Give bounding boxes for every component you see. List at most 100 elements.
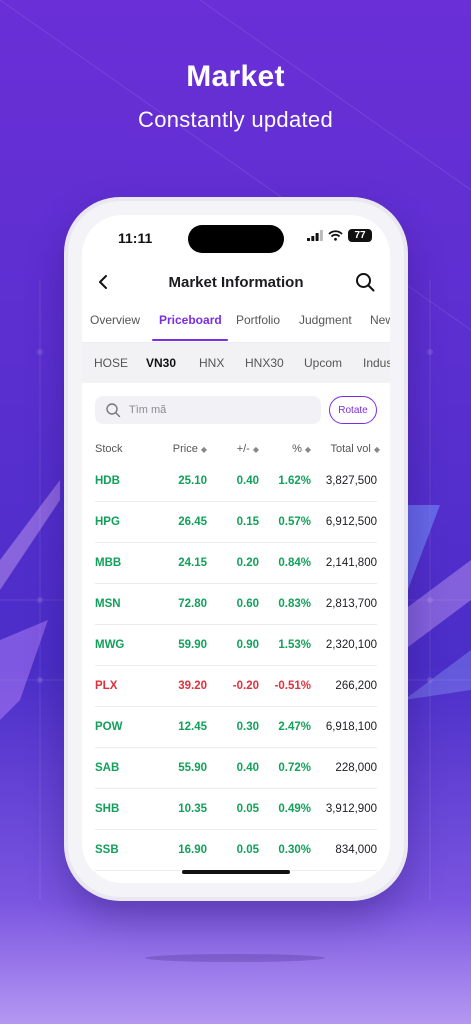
exchange-industry[interactable]: Indus	[363, 356, 390, 370]
tab-overview[interactable]: Overview	[90, 313, 141, 327]
exchange-vn30[interactable]: VN30	[146, 356, 177, 370]
home-indicator	[182, 870, 290, 874]
nav-bar: Market Information	[82, 261, 390, 305]
table-row[interactable]: POW 12.45 0.30 2.47% 6,918,100	[95, 707, 377, 748]
stock-change: 0.60	[236, 598, 259, 610]
header-price[interactable]: Price ◆	[173, 443, 207, 455]
search-icon[interactable]	[354, 271, 376, 293]
stock-change: 0.40	[236, 475, 259, 487]
table-header: Stock Price ◆ +/- ◆ % ◆ Total vol ◆	[82, 439, 390, 461]
table-row[interactable]: MBB 24.15 0.20 0.84% 2,141,800	[95, 543, 377, 584]
stock-price: 72.80	[178, 598, 207, 610]
table-row[interactable]: PLX 39.20 -0.20 -0.51% 266,200	[95, 666, 377, 707]
stock-symbol: MSN	[95, 598, 121, 610]
stock-symbol: SSB	[95, 844, 119, 856]
status-icons: 77	[307, 229, 372, 242]
stock-change: 0.20	[236, 557, 259, 569]
rotate-button[interactable]: Rotate	[329, 396, 377, 424]
stock-symbol: HDB	[95, 475, 120, 487]
stock-price: 24.15	[178, 557, 207, 569]
search-input[interactable]: Tìm mã	[95, 396, 321, 424]
phone-volume-down	[64, 448, 68, 500]
stock-symbol: HPG	[95, 516, 120, 528]
sort-icon: ◆	[373, 445, 380, 454]
stock-volume: 266,200	[335, 680, 377, 692]
phone-volume-up	[64, 382, 68, 434]
status-time: 11:11	[118, 230, 153, 246]
exchange-upcom[interactable]: Upcom	[304, 356, 343, 370]
table-row[interactable]: SSB 16.90 0.05 0.30% 834,000	[95, 830, 377, 871]
header-change[interactable]: +/- ◆	[237, 443, 259, 455]
header-percent-label: %	[292, 443, 302, 455]
stock-percent: 1.62%	[278, 475, 311, 487]
header-price-label: Price	[172, 443, 198, 455]
stock-volume: 2,813,700	[325, 598, 377, 610]
table-row[interactable]: HDB 25.10 0.40 1.62% 3,827,500	[95, 461, 377, 502]
stock-percent: 0.49%	[278, 803, 311, 815]
stock-volume: 6,912,500	[325, 516, 377, 528]
tab-news[interactable]: New	[370, 313, 390, 327]
active-tab-indicator	[152, 339, 228, 341]
stock-volume: 834,000	[335, 844, 377, 856]
tab-judgment[interactable]: Judgment	[299, 313, 352, 327]
header-stock[interactable]: Stock	[95, 443, 123, 455]
tab-priceboard[interactable]: Priceboard	[159, 313, 222, 327]
stock-volume: 6,918,100	[325, 721, 377, 733]
table-row[interactable]: HPG 26.45 0.15 0.57% 6,912,500	[95, 502, 377, 543]
stock-percent: -0.51%	[274, 680, 311, 692]
page-title: Market Information	[168, 274, 304, 291]
wifi-icon	[328, 230, 343, 241]
status-bar: 11:11 77	[82, 215, 390, 261]
exchange-hnx30[interactable]: HNX30	[245, 356, 284, 370]
tab-portfolio[interactable]: Portfolio	[236, 313, 281, 327]
stock-percent: 0.57%	[278, 516, 311, 528]
table-row[interactable]: MSN 72.80 0.60 0.83% 2,813,700	[95, 584, 377, 625]
stock-symbol: POW	[95, 721, 123, 733]
stock-percent: 0.30%	[278, 844, 311, 856]
header-change-label: +/-	[236, 443, 250, 455]
stock-symbol: MBB	[95, 557, 122, 569]
stock-change: 0.90	[236, 639, 259, 651]
chevron-left-icon[interactable]	[92, 271, 114, 293]
stock-price: 10.35	[178, 803, 207, 815]
stock-symbol: SAB	[95, 762, 120, 774]
stock-percent: 2.47%	[278, 721, 311, 733]
stock-price: 55.90	[178, 762, 207, 774]
main-tabs: Overview Priceboard Portfolio Judgment N…	[82, 305, 390, 343]
stock-symbol: MWG	[95, 639, 125, 651]
hero-subtitle: Constantly updated	[138, 107, 333, 132]
stock-volume: 228,000	[335, 762, 377, 774]
stock-change: 0.05	[236, 803, 259, 815]
stock-price: 25.10	[178, 475, 207, 487]
signal-icon	[307, 230, 323, 241]
sort-icon: ◆	[200, 445, 207, 454]
stock-volume: 2,141,800	[325, 557, 377, 569]
exchange-hnx[interactable]: HNX	[199, 356, 225, 370]
stock-symbol: SHB	[95, 803, 120, 815]
stock-change: 0.15	[236, 516, 259, 528]
stock-volume: 2,320,100	[325, 639, 377, 651]
exchange-hose[interactable]: HOSE	[94, 356, 129, 370]
phone-side-button	[64, 330, 68, 356]
price-table: HDB 25.10 0.40 1.62% 3,827,500 HPG 26.45 0.15 0.…	[95, 461, 377, 883]
header-percent[interactable]: % ◆	[292, 443, 311, 455]
sort-icon: ◆	[304, 445, 311, 454]
phone-frame: 11:11 77 Market In	[68, 201, 404, 897]
stock-change: 0.30	[236, 721, 259, 733]
table-row[interactable]: SHB 10.35 0.05 0.49% 3,912,900	[95, 789, 377, 830]
sort-icon: ◆	[252, 445, 259, 454]
table-row[interactable]: SAB 55.90 0.40 0.72% 228,000	[95, 748, 377, 789]
stock-change: 0.05	[236, 844, 259, 856]
stock-price: 12.45	[178, 721, 207, 733]
stock-price: 16.90	[178, 844, 207, 856]
table-row[interactable]: MWG 59.90 0.90 1.53% 2,320,100	[95, 625, 377, 666]
stock-volume: 3,912,900	[325, 803, 377, 815]
app-screen: 11:11 77 Market In	[82, 215, 390, 883]
header-volume[interactable]: Total vol ◆	[330, 443, 380, 455]
stock-volume: 3,827,500	[325, 475, 377, 487]
stock-price: 39.20	[178, 680, 207, 692]
stock-percent: 0.83%	[278, 598, 311, 610]
stock-change: -0.20	[232, 680, 259, 692]
stock-symbol: PLX	[95, 680, 118, 692]
stock-percent: 0.84%	[278, 557, 311, 569]
